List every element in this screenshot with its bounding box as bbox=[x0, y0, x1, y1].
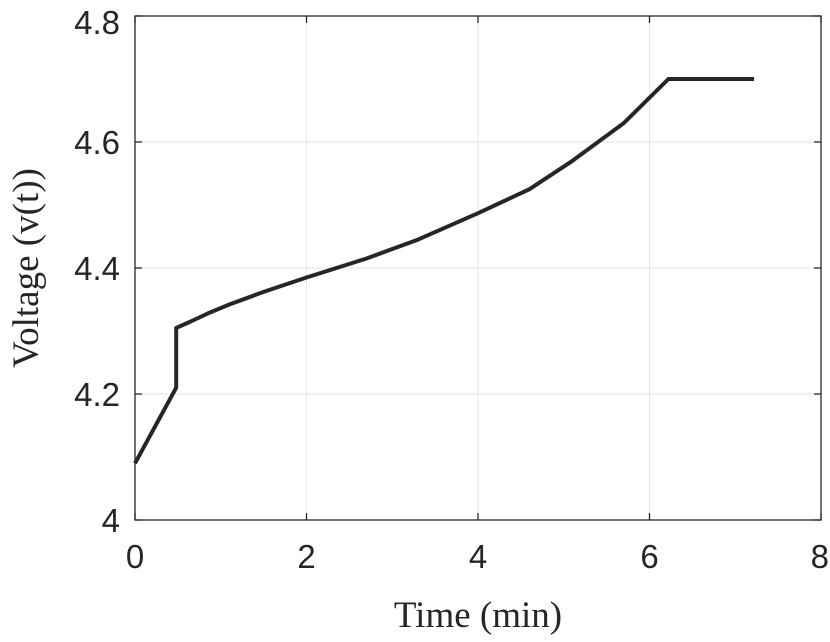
y-tick-label: 4 bbox=[102, 502, 120, 539]
y-tick-label: 4.4 bbox=[74, 250, 120, 287]
voltage-series-line bbox=[133, 77, 755, 465]
x-tick-label: 8 bbox=[811, 538, 829, 575]
y-tick-labels: 4 4.2 4.4 4.6 4.8 bbox=[74, 4, 120, 539]
series-layer bbox=[133, 77, 755, 465]
y-tick-label: 4.2 bbox=[74, 376, 120, 413]
tick-marks bbox=[134, 15, 822, 521]
x-tick-label: 6 bbox=[640, 538, 658, 575]
x-tick-label: 2 bbox=[297, 538, 315, 575]
y-axis-label: Voltage (v(t)) bbox=[6, 168, 47, 368]
y-tick-label: 4.8 bbox=[74, 4, 120, 41]
x-tick-labels: 0 2 4 6 8 bbox=[126, 538, 829, 575]
grid-lines bbox=[135, 16, 821, 520]
x-tick-label: 0 bbox=[126, 538, 144, 575]
x-tick-label: 4 bbox=[469, 538, 487, 575]
y-tick-label: 4.6 bbox=[74, 124, 120, 161]
x-axis-label: Time (min) bbox=[394, 595, 562, 636]
